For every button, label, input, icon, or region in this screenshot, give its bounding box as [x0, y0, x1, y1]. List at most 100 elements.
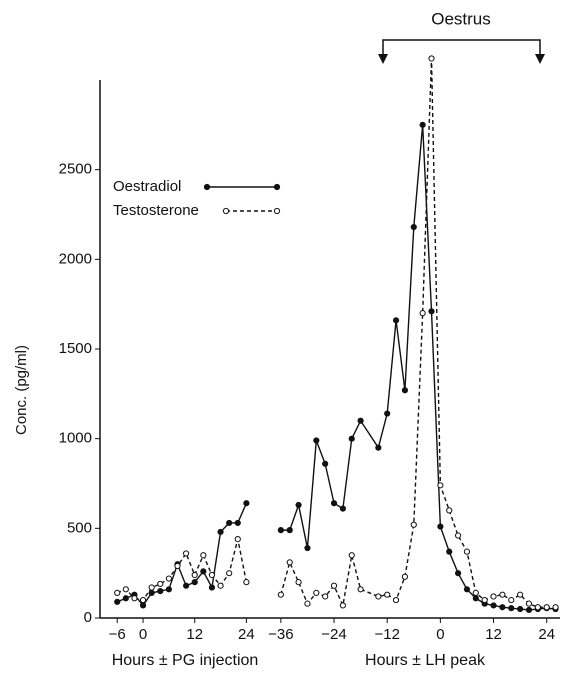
- data-point: [419, 310, 426, 317]
- legend-label: Oestradiol: [113, 178, 181, 195]
- y-tick-label: 1500: [59, 340, 92, 357]
- data-point: [525, 600, 533, 607]
- x-tick-label: 0: [139, 626, 147, 643]
- data-point: [357, 417, 364, 424]
- data-point: [517, 605, 524, 613]
- data-point: [339, 602, 346, 609]
- data-point: [304, 600, 311, 607]
- legend-marker: [222, 207, 230, 215]
- series-line: [280, 124, 556, 611]
- data-point: [165, 586, 172, 593]
- x-axis-label: Hours ± PG injection: [111, 652, 259, 669]
- data-point: [534, 604, 541, 611]
- data-point: [183, 550, 190, 557]
- data-point: [419, 121, 426, 128]
- data-point: [490, 602, 497, 609]
- data-point: [122, 586, 129, 593]
- data-point: [313, 589, 320, 596]
- data-point: [304, 544, 311, 552]
- data-point: [472, 589, 479, 596]
- x-tick-label: −12: [374, 626, 399, 643]
- data-point: [139, 596, 147, 604]
- data-point: [375, 593, 382, 600]
- legend-marker: [273, 183, 281, 191]
- data-point: [208, 571, 216, 579]
- data-point: [165, 575, 172, 582]
- data-point: [330, 500, 338, 507]
- data-point: [508, 596, 515, 604]
- legend-label: Testosterone: [113, 202, 199, 219]
- data-point: [243, 500, 250, 507]
- data-point: [330, 582, 338, 589]
- y-tick-label: 0: [84, 609, 92, 626]
- x-tick-label: 12: [186, 626, 203, 643]
- data-point: [191, 579, 198, 586]
- data-point: [463, 548, 471, 555]
- data-point: [392, 317, 400, 324]
- y-tick-label: 1000: [59, 430, 92, 447]
- data-point: [322, 593, 329, 600]
- data-point: [428, 55, 435, 62]
- data-point: [339, 505, 346, 512]
- data-point: [446, 548, 453, 555]
- data-point: [114, 598, 121, 605]
- data-point: [463, 586, 471, 593]
- data-point: [410, 223, 417, 231]
- data-point: [384, 591, 391, 598]
- data-point: [208, 584, 216, 591]
- data-point: [348, 435, 355, 442]
- data-point: [200, 568, 207, 575]
- data-point: [348, 552, 355, 559]
- data-point: [454, 570, 462, 577]
- data-point: [401, 387, 409, 394]
- series-line: [116, 538, 248, 601]
- x-tick-label: −24: [321, 626, 346, 643]
- x-tick-label: 12: [485, 626, 502, 643]
- data-point: [157, 580, 164, 588]
- data-point: [525, 606, 533, 614]
- data-point: [157, 588, 164, 595]
- y-tick-label: 500: [67, 519, 92, 536]
- x-tick-label: 24: [538, 626, 555, 643]
- legend-marker: [203, 183, 211, 191]
- data-point: [313, 437, 320, 444]
- data-point: [277, 591, 284, 598]
- data-point: [472, 595, 479, 602]
- data-point: [277, 527, 284, 534]
- x-tick-label: −36: [268, 626, 293, 643]
- data-point: [295, 501, 302, 509]
- data-point: [508, 605, 515, 612]
- y-tick-label: 2500: [59, 161, 92, 178]
- x-tick-label: −6: [109, 626, 126, 643]
- data-point: [552, 604, 559, 611]
- data-point: [543, 604, 550, 611]
- data-point: [384, 410, 391, 417]
- data-point: [499, 604, 506, 611]
- data-point: [481, 596, 488, 604]
- data-point: [243, 579, 250, 586]
- data-point: [428, 308, 435, 315]
- data-point: [410, 521, 417, 528]
- legend-marker: [273, 207, 281, 215]
- data-point: [122, 595, 129, 602]
- data-point: [217, 582, 224, 589]
- data-point: [139, 602, 147, 609]
- data-point: [322, 460, 329, 467]
- data-point: [517, 591, 524, 598]
- data-point: [357, 586, 364, 593]
- data-point: [401, 573, 409, 580]
- x-axis-label: Hours ± LH peak: [365, 652, 485, 669]
- x-tick-label: 24: [238, 626, 255, 643]
- data-point: [200, 552, 207, 559]
- x-tick-label: 0: [436, 626, 444, 643]
- data-point: [446, 507, 453, 514]
- data-point: [437, 523, 444, 530]
- data-point: [148, 589, 155, 596]
- data-point: [226, 570, 233, 577]
- data-point: [131, 595, 138, 602]
- data-point: [295, 579, 302, 586]
- data-point: [114, 589, 121, 596]
- data-point: [234, 535, 241, 543]
